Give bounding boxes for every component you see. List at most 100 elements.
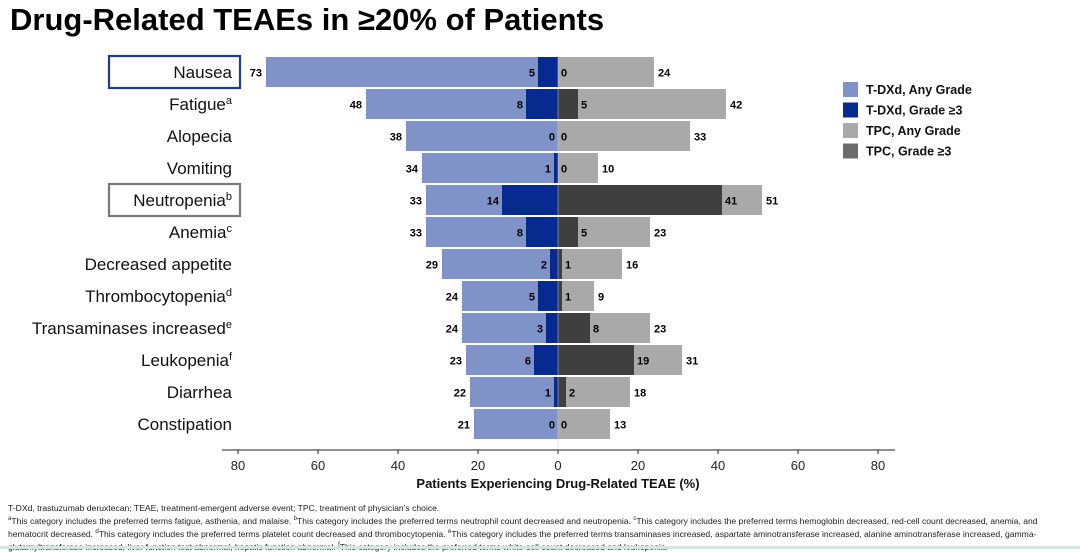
bar-tdxd-grade3 — [502, 185, 558, 215]
data-label-tdxd-any: 34 — [406, 164, 419, 176]
bar-tdxd-grade3 — [554, 153, 558, 183]
data-label-tdxd-any: 23 — [450, 356, 462, 368]
bar-tpc-grade3 — [558, 185, 722, 215]
category-label: Vomiting — [167, 159, 232, 178]
bar-tpc-any-grade — [558, 89, 726, 119]
x-tick-label: 20 — [471, 458, 485, 473]
legend-swatch — [843, 102, 858, 118]
data-label-tpc-any: 51 — [766, 196, 778, 208]
category-label: Diarrhea — [167, 383, 233, 402]
bar-tdxd-grade3 — [526, 89, 558, 119]
legend-swatch — [843, 123, 858, 138]
chart-title: Drug-Related TEAEs in ≥20% of Patients — [10, 2, 605, 37]
category-label: Alopecia — [167, 127, 233, 146]
category-label: Fatiguea — [169, 95, 233, 114]
legend-label: TPC, Grade ≥3 — [866, 145, 951, 159]
footnote-text: This category includes the preferred ter… — [98, 528, 448, 539]
data-label-tpc-any: 13 — [614, 420, 626, 432]
bar-tpc-grade3 — [558, 313, 590, 343]
bar-tpc-grade3 — [558, 89, 578, 119]
data-label-tdxd-any: 48 — [350, 100, 362, 112]
data-label-tdxd-any: 24 — [446, 324, 459, 336]
footnote-marker: c — [633, 516, 637, 522]
x-tick-label: 60 — [311, 458, 325, 473]
bar-tpc-any-grade — [558, 249, 622, 279]
data-label-tpc-grade3: 0 — [561, 68, 567, 80]
data-label-tpc-grade3: 19 — [637, 356, 649, 368]
data-label-tdxd-grade3: 5 — [529, 292, 535, 304]
data-label-tdxd-grade3: 0 — [549, 132, 555, 144]
bar-tdxd-grade3 — [538, 57, 558, 87]
data-label-tpc-grade3: 5 — [581, 100, 587, 112]
legend-label: T-DXd, Grade ≥3 — [866, 104, 963, 118]
data-label-tpc-any: 31 — [686, 356, 698, 368]
butterfly-bar-chart: 73 5 0 24 Nausea 48 8 5 42 Fatiguea 3 8 0 0 33 Alopecia… — [32, 54, 972, 491]
category-label: Decreased appetite — [85, 255, 232, 274]
data-label-tdxd-grade3: 1 — [545, 388, 551, 400]
legend-label: T-DXd, Any Grade — [866, 83, 972, 97]
data-label-tpc-any: 23 — [654, 228, 666, 240]
legend-label: TPC, Any Grade — [866, 124, 961, 138]
footnote-marker: f — [338, 541, 340, 548]
data-label-tpc-grade3: 1 — [565, 292, 571, 304]
data-label-tdxd-grade3: 14 — [487, 196, 500, 208]
bar-tdxd-grade3 — [534, 345, 558, 375]
x-tick-label: 80 — [871, 458, 885, 473]
legend-swatch — [843, 143, 858, 159]
category-label: Nausea — [173, 63, 232, 82]
footnote-text: This category includes the preferred ter… — [8, 515, 1038, 539]
bar-tdxd-grade3 — [538, 281, 558, 311]
bar-tdxd-any-grade — [422, 153, 558, 183]
data-label-tdxd-grade3: 3 — [537, 324, 543, 336]
data-label-tdxd-grade3: 0 — [549, 420, 555, 432]
data-label-tdxd-any: 73 — [250, 68, 262, 80]
data-label-tpc-any: 23 — [654, 324, 666, 336]
bar-tpc-grade3 — [558, 249, 562, 279]
footnote-marker: d — [95, 528, 99, 535]
footnote-abbreviations: T-DXd, trastuzumab deruxtecan; TEAE, tre… — [8, 503, 440, 513]
bar-tpc-grade3 — [558, 377, 566, 407]
bar-tdxd-any-grade — [442, 249, 558, 279]
data-label-tpc-grade3: 1 — [565, 260, 571, 272]
category-label: Leukopeniaf — [141, 351, 233, 370]
footnote-text: This category includes the preferred ter… — [11, 515, 294, 526]
data-label-tpc-any: 42 — [730, 100, 742, 112]
bottom-divider — [0, 546, 1080, 549]
data-label-tdxd-any: 21 — [458, 420, 470, 432]
category-label: Transaminases increasede — [32, 319, 232, 338]
category-label: Neutropeniab — [133, 191, 232, 210]
data-label-tdxd-any: 33 — [410, 196, 422, 208]
x-tick-label: 40 — [711, 458, 725, 473]
legend-swatch — [843, 82, 858, 97]
bar-tpc-any-grade — [558, 57, 654, 87]
bar-tdxd-grade3 — [550, 249, 558, 279]
data-label-tpc-any: 9 — [598, 292, 604, 304]
data-label-tpc-any: 16 — [626, 260, 638, 272]
bar-tdxd-any-grade — [474, 409, 558, 439]
data-label-tdxd-any: 29 — [426, 260, 438, 272]
category-label: Constipation — [137, 415, 232, 434]
data-label-tdxd-any: 24 — [446, 292, 459, 304]
footnote-marker: b — [293, 516, 297, 522]
category-highlight-box — [107, 54, 242, 90]
data-label-tpc-any: 33 — [694, 132, 706, 144]
data-label-tpc-grade3: 0 — [561, 164, 567, 176]
data-label-tdxd-any: 22 — [454, 388, 466, 400]
bar-tdxd-any-grade — [266, 57, 558, 87]
bar-tpc-grade3 — [558, 281, 562, 311]
data-label-tdxd-grade3: 8 — [517, 100, 523, 112]
footnote-text: This category includes the preferred ter… — [297, 515, 634, 526]
x-tick-label: 0 — [554, 458, 561, 473]
bar-tdxd-any-grade — [406, 121, 558, 151]
bar-tpc-any-grade — [558, 121, 690, 151]
bar-tpc-any-grade — [558, 409, 610, 439]
x-axis-label: Patients Experiencing Drug-Related TEAE … — [416, 476, 699, 491]
bar-tpc-grade3 — [558, 345, 634, 375]
category-highlight-box — [107, 182, 242, 218]
x-tick-label: 60 — [791, 458, 805, 473]
bar-tdxd-any-grade — [462, 313, 558, 343]
bar-tpc-any-grade — [558, 281, 594, 311]
bar-tpc-any-grade — [558, 377, 630, 407]
bar-tdxd-grade3 — [554, 377, 558, 407]
bar-tpc-grade3 — [558, 217, 578, 247]
